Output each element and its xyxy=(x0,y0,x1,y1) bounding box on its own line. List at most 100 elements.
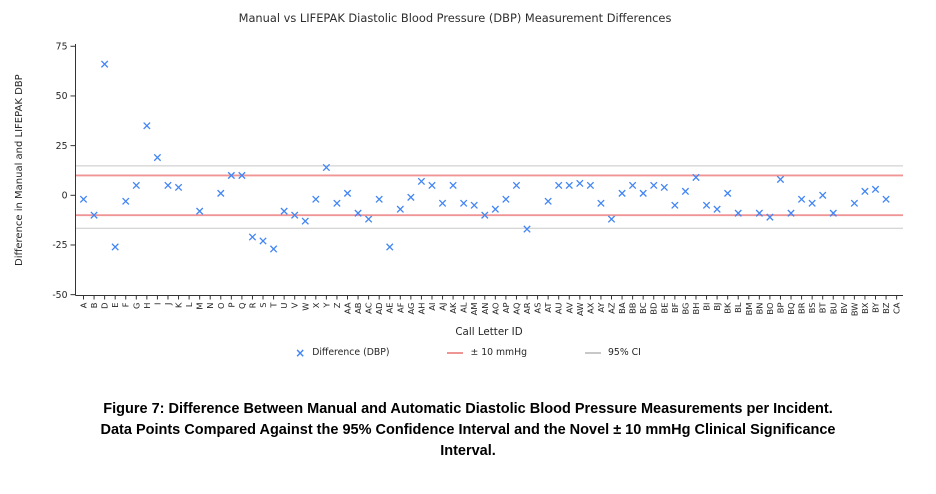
x-tick-label-T: T xyxy=(269,302,279,309)
y-tick-label-50: 50 xyxy=(56,91,68,102)
x-tick-label-BV: BV xyxy=(839,302,849,313)
x-tick-label-BM: BM xyxy=(744,303,754,316)
x-tick-label-BI: BI xyxy=(702,303,712,311)
x-tick-label-BS: BS xyxy=(807,303,817,314)
data-point-BP xyxy=(776,175,785,184)
x-tick-label-AY: AY xyxy=(596,302,606,313)
data-point-BE xyxy=(660,183,668,192)
x-tick-label-BT: BT xyxy=(818,302,828,314)
data-point-H xyxy=(143,122,151,130)
data-point-I xyxy=(153,153,162,162)
data-point-AB xyxy=(354,209,362,217)
x-tick-label-L: L xyxy=(184,302,194,307)
y-tick-label--50: -50 xyxy=(52,290,67,301)
x-tick-label-BK: BK xyxy=(723,302,733,314)
data-point-BH xyxy=(692,173,700,182)
data-point-BK xyxy=(724,189,732,197)
data-point-BC xyxy=(639,189,647,197)
x-tick-label-R: R xyxy=(247,302,257,308)
x-tick-label-AF: AF xyxy=(395,302,405,313)
legend-label: 95% CI xyxy=(608,347,641,358)
data-point-AV xyxy=(565,181,573,190)
x-tick-label-BJ: BJ xyxy=(712,303,722,311)
x-tick-label-AZ: AZ xyxy=(607,302,617,314)
legend-item-difference-dbp: × Difference (DBP) xyxy=(295,347,389,359)
data-point-Y xyxy=(322,163,331,172)
x-tick-label-AI: AI xyxy=(427,303,437,311)
x-tick-label-AC: AC xyxy=(364,302,374,314)
data-point-BW xyxy=(850,199,859,207)
data-point-BN xyxy=(755,209,763,217)
chart-title: Manual vs LIFEPAK Diastolic Blood Pressu… xyxy=(238,11,672,25)
data-point-AW xyxy=(576,179,584,188)
x-tick-label-BX: BX xyxy=(860,302,870,314)
data-point-AL xyxy=(460,199,468,207)
x-tick-label-BO: BO xyxy=(765,302,775,315)
x-tick-label-BZ: BZ xyxy=(881,302,891,314)
x-tick-label-AN: AN xyxy=(480,303,490,315)
data-point-AZ xyxy=(607,215,616,223)
data-point-BZ xyxy=(882,195,890,203)
data-point-BR xyxy=(797,195,806,203)
x-tick-label-P: P xyxy=(226,303,236,308)
data-point-BA xyxy=(618,189,626,197)
x-tick-label-CA: CA xyxy=(892,302,902,314)
data-point-BU xyxy=(829,209,837,217)
x-tick-label-Z: Z xyxy=(332,302,342,308)
data-point-O xyxy=(217,189,225,197)
x-tick-label-K: K xyxy=(174,302,184,308)
data-point-E xyxy=(111,243,119,251)
data-point-J xyxy=(164,181,172,190)
x-tick-label-AQ: AQ xyxy=(511,302,521,315)
x-tick-label-AA: AA xyxy=(343,302,353,314)
x-tick-label-AO: AO xyxy=(490,302,500,315)
x-tick-label-BB: BB xyxy=(628,302,638,314)
x-tick-label-D: D xyxy=(100,303,110,309)
x-tick-label-BL: BL xyxy=(733,302,743,313)
x-tick-label-BP: BP xyxy=(775,303,785,314)
data-point-AF xyxy=(396,205,404,213)
data-point-BL xyxy=(734,209,742,217)
data-point-U xyxy=(280,207,288,215)
x-tick-label-AS: AS xyxy=(533,303,543,314)
data-point-BG xyxy=(681,187,690,195)
x-tick-label-AU: AU xyxy=(554,303,564,315)
x-tick-label-BU: BU xyxy=(828,303,838,315)
data-point-BS xyxy=(808,199,816,207)
data-point-AX xyxy=(586,181,595,190)
data-point-AD xyxy=(375,195,383,203)
x-tick-label-BF: BF xyxy=(670,302,680,313)
x-tick-label-B: B xyxy=(89,302,99,308)
legend-label: ± 10 mmHg xyxy=(470,347,528,358)
data-point-D xyxy=(100,60,109,68)
y-tick-label--25: -25 xyxy=(52,240,67,251)
x-tick-label-W: W xyxy=(300,303,310,311)
x-tick-label-BD: BD xyxy=(649,303,659,315)
data-point-AQ xyxy=(512,181,521,190)
data-point-BJ xyxy=(713,205,721,213)
x-axis-label: Call Letter ID xyxy=(455,326,523,338)
x-tick-label-Y: Y xyxy=(321,302,331,309)
legend-item-10-mmhg: ± 10 mmHg xyxy=(447,347,527,358)
x-tick-label-U: U xyxy=(279,303,289,309)
x-tick-label-N: N xyxy=(205,303,215,309)
data-point-AT xyxy=(544,197,552,205)
data-point-T xyxy=(269,245,278,253)
y-tick-label-75: 75 xyxy=(56,41,68,52)
data-point-BF xyxy=(671,201,679,209)
data-point-AO xyxy=(491,205,499,213)
x-tick-label-E: E xyxy=(110,303,120,308)
line-swatch-icon xyxy=(585,351,602,354)
x-tick-label-AG: AG xyxy=(406,303,416,315)
data-point-AU xyxy=(555,181,563,190)
x-tick-label-AV: AV xyxy=(564,302,574,313)
data-point-BD xyxy=(650,181,658,190)
data-point-G xyxy=(132,181,140,190)
data-point-AG xyxy=(407,193,415,201)
data-point-AA xyxy=(343,189,352,197)
data-point-BO xyxy=(766,213,774,221)
data-point-AJ xyxy=(438,199,447,207)
x-tick-label-BQ: BQ xyxy=(786,302,796,315)
